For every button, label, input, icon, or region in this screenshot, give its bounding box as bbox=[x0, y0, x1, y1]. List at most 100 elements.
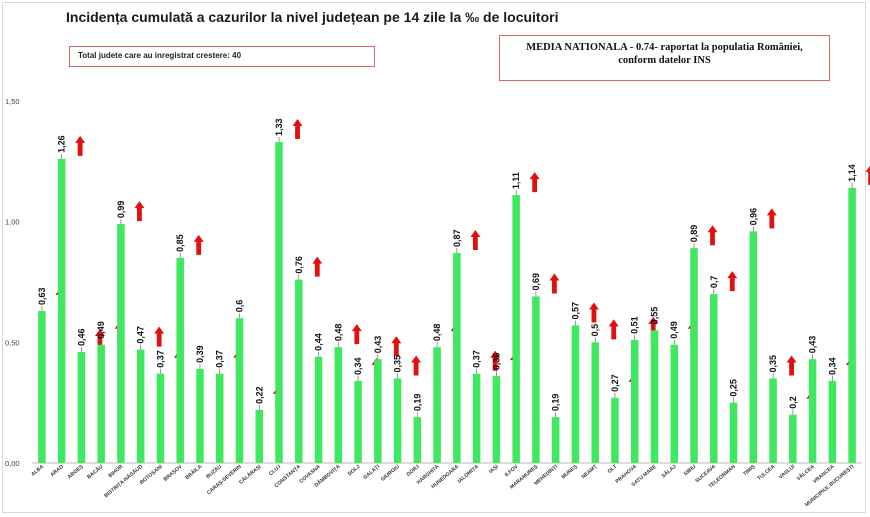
increase-arrow bbox=[75, 135, 86, 156]
bar bbox=[453, 253, 461, 463]
category-label: ARAD bbox=[50, 464, 66, 478]
increase-arrow bbox=[865, 165, 870, 185]
value-label: 1,14 bbox=[847, 164, 857, 182]
category-label: SIBIU bbox=[683, 464, 698, 478]
y-tick-label: 1,50 bbox=[5, 97, 20, 106]
increase-arrow bbox=[608, 319, 619, 340]
value-label: 0,49 bbox=[669, 321, 679, 339]
increase-arrow bbox=[588, 302, 599, 323]
value-label: 0,85 bbox=[175, 234, 185, 252]
bar bbox=[314, 356, 323, 463]
y-tick-label: 0,50 bbox=[5, 338, 20, 347]
bar bbox=[769, 378, 777, 463]
value-label: 1,26 bbox=[57, 135, 67, 153]
bar bbox=[571, 325, 580, 463]
value-label: 0,34 bbox=[827, 357, 837, 375]
value-label: 0,48 bbox=[432, 324, 442, 342]
value-label: 0,35 bbox=[393, 355, 403, 373]
category-label: ARGEȘ bbox=[67, 464, 85, 481]
value-label: 0,96 bbox=[748, 208, 758, 226]
bar bbox=[334, 347, 343, 463]
value-label: 0,37 bbox=[472, 350, 482, 368]
national-average-box: MEDIA NATIONALA - 0.74- raportat la popu… bbox=[499, 35, 830, 81]
increase-arrow bbox=[351, 324, 362, 345]
value-label: 1,11 bbox=[511, 172, 521, 189]
category-label: BRĂILA bbox=[184, 463, 204, 481]
category-label: CARAȘ-SEVERIN bbox=[206, 464, 243, 496]
value-label: 1,33 bbox=[274, 118, 284, 136]
increase-count-box: Total judete care au inregistrat crester… bbox=[69, 46, 375, 67]
category-label: ILFOV bbox=[504, 464, 520, 479]
y-tick-label: 1,00 bbox=[5, 218, 20, 227]
value-label: 0,57 bbox=[570, 302, 580, 320]
value-label: 0,19 bbox=[412, 394, 422, 412]
category-label: TULCEA bbox=[756, 464, 776, 482]
value-label: 0,35 bbox=[768, 355, 778, 373]
bar bbox=[38, 310, 46, 463]
bar bbox=[630, 339, 639, 463]
category-label: VASLUI bbox=[778, 464, 797, 481]
category-label: GORJ bbox=[406, 464, 421, 478]
bar bbox=[472, 373, 481, 463]
increase-arrow bbox=[292, 119, 303, 140]
value-label: 0,44 bbox=[314, 333, 324, 351]
increase-arrow bbox=[193, 234, 204, 255]
bar bbox=[512, 195, 520, 463]
bar bbox=[77, 351, 86, 463]
increase-arrow bbox=[648, 316, 659, 337]
value-label: 0,37 bbox=[155, 350, 165, 368]
bar bbox=[413, 417, 422, 463]
increase-arrow bbox=[134, 201, 145, 222]
category-label: IAȘI bbox=[488, 464, 500, 475]
value-label: 0,5 bbox=[590, 324, 600, 337]
increase-arrow bbox=[766, 208, 777, 229]
bar bbox=[650, 330, 659, 463]
value-label: 0,69 bbox=[531, 273, 541, 291]
category-label: OLT bbox=[607, 463, 619, 475]
bar bbox=[295, 279, 303, 463]
value-label: 0,63 bbox=[37, 287, 47, 305]
bar bbox=[136, 349, 145, 463]
value-label: 0,22 bbox=[254, 386, 264, 404]
national-average-line2: conform datelor INS bbox=[618, 55, 711, 66]
value-label: 0,55 bbox=[650, 307, 660, 325]
bar bbox=[808, 359, 817, 463]
value-label: 0,87 bbox=[452, 230, 462, 248]
bar bbox=[235, 318, 244, 463]
bar bbox=[591, 342, 599, 463]
value-label: 0,39 bbox=[195, 345, 205, 363]
bar bbox=[196, 368, 204, 463]
increase-arrow bbox=[411, 355, 422, 376]
increase-arrow bbox=[727, 271, 738, 292]
increase-arrow bbox=[549, 273, 560, 294]
increase-arrow bbox=[707, 225, 718, 246]
bar bbox=[828, 380, 837, 463]
value-label: 0,43 bbox=[373, 336, 383, 354]
bar bbox=[670, 344, 679, 463]
category-label: TIMIȘ bbox=[742, 464, 757, 478]
bar bbox=[433, 347, 441, 463]
increase-arrow bbox=[94, 328, 105, 349]
category-label: GALAȚI bbox=[362, 464, 381, 481]
bar bbox=[492, 376, 501, 463]
increase-arrow bbox=[529, 172, 540, 193]
category-label: SĂLAJ bbox=[660, 463, 678, 479]
value-label: 0,43 bbox=[808, 336, 818, 354]
value-label: 0,7 bbox=[709, 276, 719, 289]
value-label: 0,76 bbox=[294, 256, 304, 274]
value-label: 0,49 bbox=[96, 321, 106, 339]
bar bbox=[690, 248, 698, 463]
category-label: GIURGIU bbox=[380, 464, 401, 483]
category-label: ALBA bbox=[30, 464, 45, 478]
value-label: 0,47 bbox=[136, 326, 146, 344]
category-label: NEAMȚ bbox=[581, 463, 600, 480]
value-label: 0,37 bbox=[215, 350, 225, 368]
value-label: 0,36 bbox=[491, 353, 501, 371]
y-tick-label: 0,00 bbox=[5, 459, 20, 468]
bar bbox=[393, 378, 402, 463]
category-label: MUREȘ bbox=[561, 464, 580, 481]
category-label: CĂLĂRAȘI bbox=[238, 463, 263, 486]
value-label: 0,27 bbox=[610, 374, 620, 392]
